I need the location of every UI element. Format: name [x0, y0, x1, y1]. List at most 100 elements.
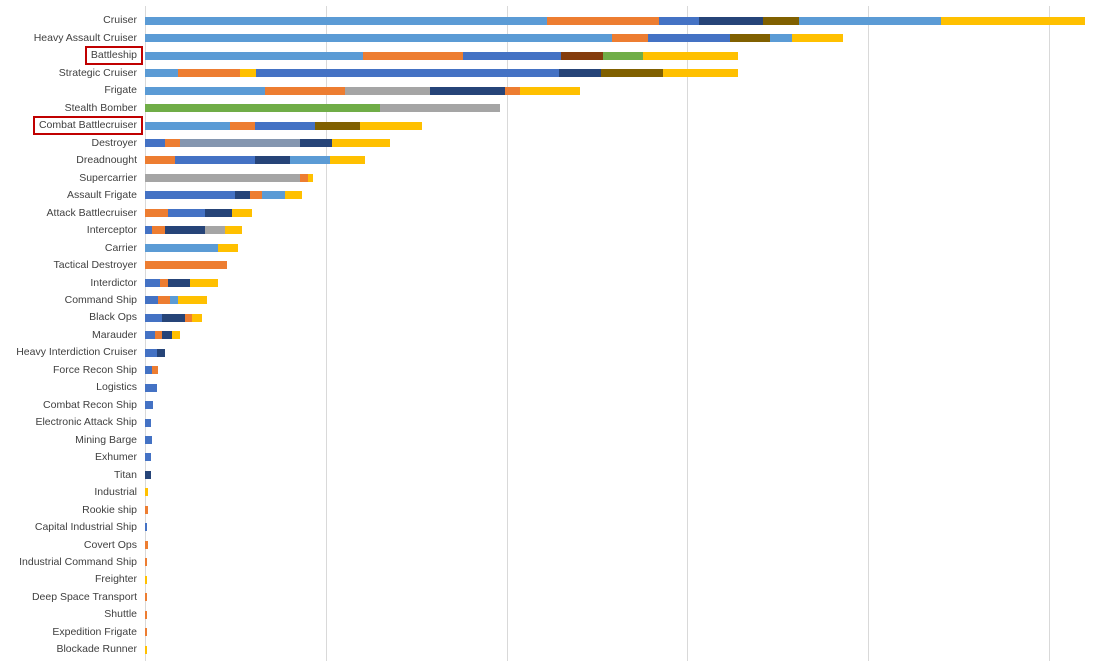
bar-track	[145, 261, 1103, 270]
bar-segment	[145, 139, 165, 148]
bar-segment	[178, 69, 240, 78]
bar-segment	[262, 191, 285, 200]
bar-segment	[463, 51, 561, 60]
category-label-cell: Rookie ship	[0, 505, 145, 516]
category-label: Mining Barge	[75, 433, 137, 446]
category-label: Covert Ops	[83, 538, 137, 551]
bar-segment	[315, 121, 360, 130]
category-label-cell: Industrial	[0, 487, 145, 498]
category-label: Marauder	[92, 328, 137, 341]
chart-row: Expedition Frigate	[0, 623, 1103, 640]
gridline	[1048, 6, 1050, 661]
bar-track	[145, 488, 1103, 497]
bar-segment	[160, 278, 168, 287]
bar-segment	[162, 313, 185, 322]
bar-track	[145, 16, 1103, 25]
chart-row: Industrial	[0, 484, 1103, 501]
bar-segment	[232, 208, 252, 217]
bar-track	[145, 470, 1103, 479]
bar-segment	[145, 401, 153, 410]
bar-segment	[145, 261, 227, 270]
category-label-cell: Combat Recon Ship	[0, 400, 145, 411]
bar-segment	[250, 191, 262, 200]
bar-segment	[285, 191, 302, 200]
bar-track	[145, 86, 1103, 95]
bar-segment	[145, 366, 152, 375]
chart-row: Frigate	[0, 82, 1103, 99]
bar-segment	[145, 628, 147, 637]
bar-segment	[547, 16, 659, 25]
chart-row: Shuttle	[0, 606, 1103, 623]
bar-segment	[145, 505, 148, 514]
bar-segment	[145, 593, 147, 602]
chart-rows: Cruiser Heavy Assault Cruiser Battleship St…	[0, 12, 1103, 658]
category-label-cell: Cruiser	[0, 15, 145, 26]
bar-segment	[180, 139, 300, 148]
bar-track	[145, 453, 1103, 462]
bar-track	[145, 523, 1103, 532]
bar-segment	[300, 139, 332, 148]
chart-row: Capital Industrial Ship	[0, 519, 1103, 536]
bar-segment	[145, 191, 235, 200]
category-label: Freighter	[94, 573, 137, 586]
bar-track	[145, 645, 1103, 654]
bar-segment	[730, 34, 770, 43]
chart-row: Mining Barge	[0, 431, 1103, 448]
chart-row: Strategic Cruiser	[0, 64, 1103, 81]
chart-row: Dreadnought	[0, 152, 1103, 169]
category-label-cell: Frigate	[0, 85, 145, 96]
bar-segment	[205, 226, 225, 235]
bar-segment	[345, 86, 430, 95]
category-label-cell: Mining Barge	[0, 435, 145, 446]
bar-segment	[799, 16, 941, 25]
bar-segment	[168, 278, 190, 287]
category-label-cell: Battleship	[0, 46, 145, 65]
category-label: Shuttle	[104, 608, 137, 621]
category-label-cell: Expedition Frigate	[0, 627, 145, 638]
category-label-cell: Tactical Destroyer	[0, 260, 145, 271]
bar-segment	[178, 296, 207, 305]
bar-segment	[145, 575, 147, 584]
chart-row: Industrial Command Ship	[0, 554, 1103, 571]
bar-segment	[192, 313, 202, 322]
category-label-cell: Dreadnought	[0, 155, 145, 166]
bar-track	[145, 610, 1103, 619]
category-label: Command Ship	[64, 293, 137, 306]
category-label-cell: Capital Industrial Ship	[0, 522, 145, 533]
category-label: Rookie ship	[82, 503, 137, 516]
bar-segment	[612, 34, 648, 43]
bar-segment	[145, 348, 157, 357]
chart-row: Electronic Attack Ship	[0, 414, 1103, 431]
bar-track	[145, 296, 1103, 305]
bar-segment	[145, 296, 158, 305]
bar-segment	[240, 69, 256, 78]
bar-track	[145, 104, 1103, 113]
bar-segment	[230, 121, 255, 130]
bar-segment	[165, 139, 180, 148]
bar-segment	[145, 243, 218, 252]
bar-segment	[152, 226, 165, 235]
category-label: Force Recon Ship	[52, 363, 137, 376]
chart-row: Carrier	[0, 239, 1103, 256]
chart-row: Force Recon Ship	[0, 361, 1103, 378]
chart-row: Interceptor	[0, 222, 1103, 239]
category-label-cell: Attack Battlecruiser	[0, 208, 145, 219]
category-label-cell: Deep Space Transport	[0, 592, 145, 603]
bar-track	[145, 331, 1103, 340]
chart-row: Heavy Assault Cruiser	[0, 29, 1103, 46]
bar-segment	[145, 173, 300, 182]
bar-segment	[941, 16, 1085, 25]
bar-segment	[659, 16, 699, 25]
bar-track	[145, 156, 1103, 165]
category-label-cell: Titan	[0, 470, 145, 481]
bar-segment	[601, 69, 663, 78]
category-label: Heavy Interdiction Cruiser	[16, 346, 137, 359]
chart-row: Destroyer	[0, 134, 1103, 151]
bar-track	[145, 278, 1103, 287]
bar-segment	[648, 34, 730, 43]
category-label-cell: Assault Frigate	[0, 190, 145, 201]
bar-segment	[360, 121, 422, 130]
chart-row: Tactical Destroyer	[0, 257, 1103, 274]
bar-segment	[520, 86, 580, 95]
category-label: Attack Battlecruiser	[46, 206, 137, 219]
